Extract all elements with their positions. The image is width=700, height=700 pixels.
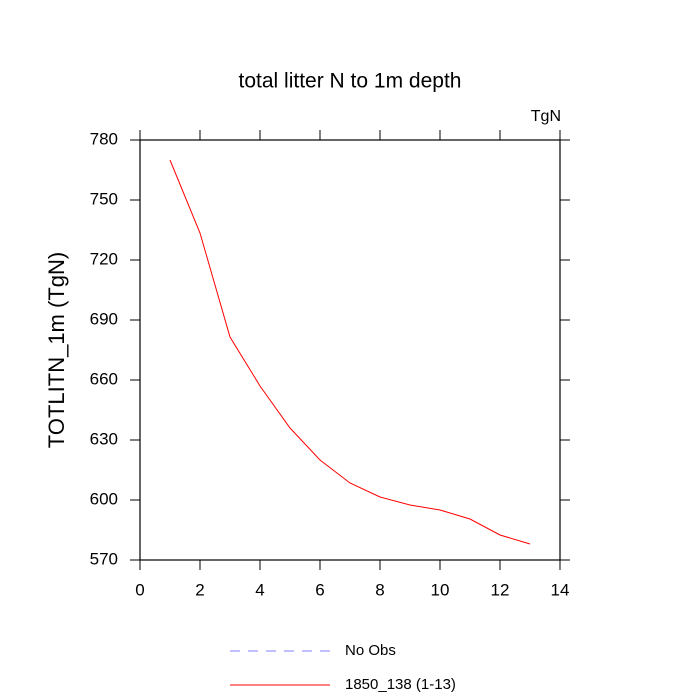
- legend-label: 1850_138 (1-13): [345, 676, 456, 693]
- x-tick-label: 4: [255, 580, 264, 599]
- x-tick-label: 10: [431, 580, 450, 599]
- legend-label: No Obs: [345, 642, 396, 659]
- x-tick-label: 14: [551, 580, 570, 599]
- x-tick-label: 0: [135, 580, 144, 599]
- x-tick-label: 2: [195, 580, 204, 599]
- plot-frame: [139, 139, 561, 561]
- x-tick-label: 6: [315, 580, 324, 599]
- x-tick-label: 8: [375, 580, 384, 599]
- y-tick-label: 630: [90, 429, 118, 448]
- y-tick-label: 750: [90, 189, 118, 208]
- y-axis-label: TOTLITN_1m (TgN): [44, 252, 69, 448]
- y-tick-label: 690: [90, 309, 118, 328]
- y-tick-label: 570: [90, 549, 118, 568]
- y-tick-label: 600: [90, 489, 118, 508]
- data-line: [169, 159, 531, 545]
- y-tick-label: 660: [90, 369, 118, 388]
- x-tick-label: 12: [491, 580, 510, 599]
- y-tick-label: 780: [90, 129, 118, 148]
- y-tick-label: 720: [90, 249, 118, 268]
- unit-label: TgN: [531, 108, 561, 125]
- chart-title: total litter N to 1m depth: [239, 70, 462, 93]
